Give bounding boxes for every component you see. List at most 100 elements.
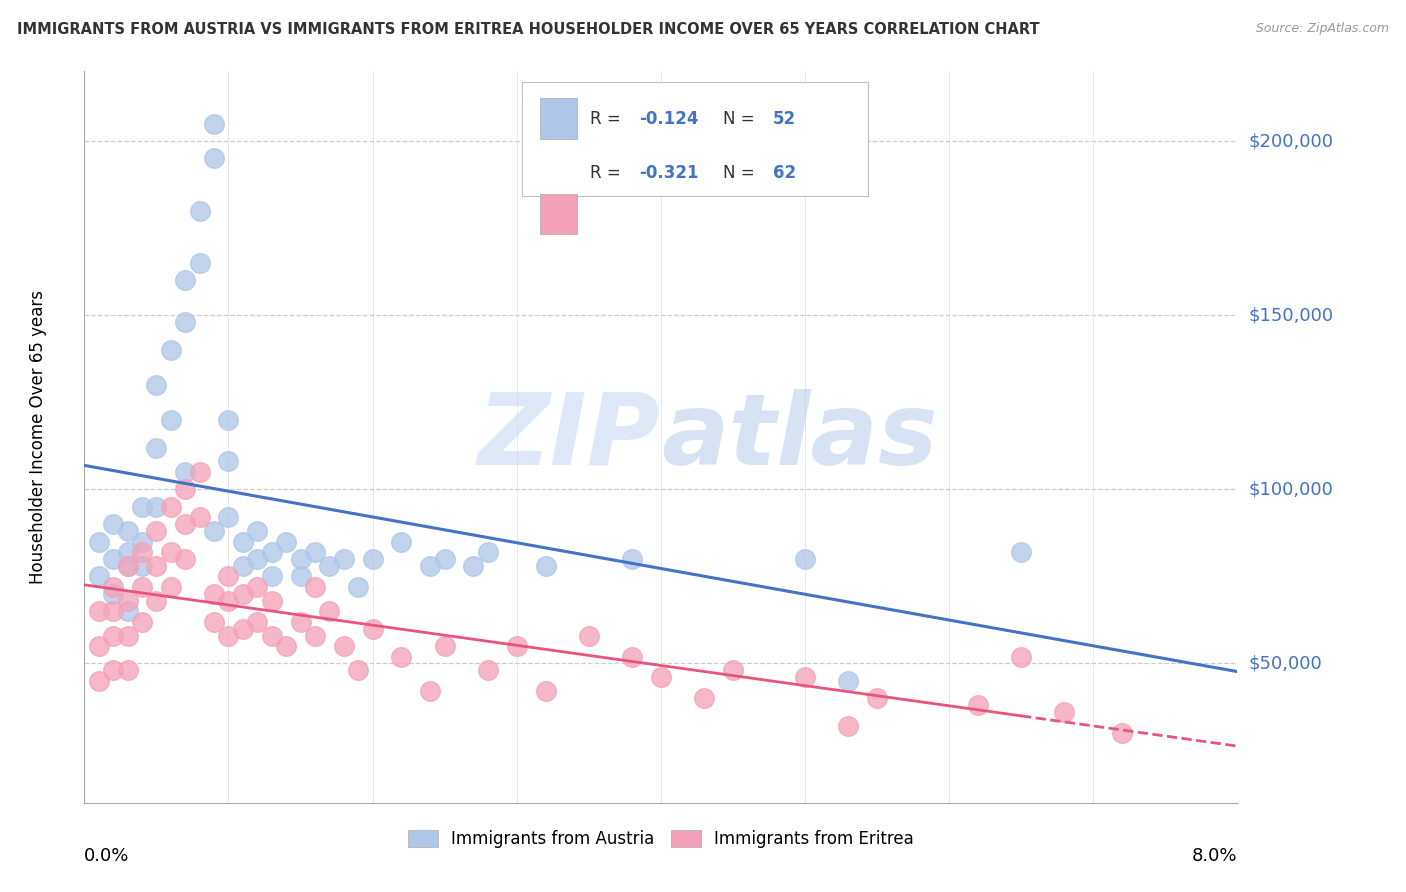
Text: -0.321: -0.321: [638, 164, 699, 182]
Immigrants from Eritrea: [174, 483, 197, 497]
Text: $100,000: $100,000: [1249, 480, 1333, 499]
Immigrants from Eritrea: [87, 673, 110, 688]
Immigrants from Eritrea: [246, 580, 269, 594]
Immigrants from Eritrea: [304, 580, 326, 594]
Text: $50,000: $50,000: [1249, 655, 1322, 673]
Immigrants from Eritrea: [131, 580, 153, 594]
Text: ZIP: ZIP: [478, 389, 661, 485]
Immigrants from Austria: [160, 343, 183, 357]
Immigrants from Eritrea: [721, 664, 744, 678]
Immigrants from Eritrea: [419, 684, 441, 698]
Immigrants from Eritrea: [131, 545, 153, 559]
Immigrants from Eritrea: [347, 664, 370, 678]
Text: 0.0%: 0.0%: [84, 847, 129, 864]
Text: 62: 62: [773, 164, 796, 182]
Immigrants from Eritrea: [1053, 705, 1076, 719]
Immigrants from Austria: [117, 545, 139, 559]
Immigrants from Austria: [534, 558, 557, 573]
Immigrants from Eritrea: [621, 649, 644, 664]
Text: Householder Income Over 65 years: Householder Income Over 65 years: [30, 290, 48, 584]
Immigrants from Austria: [202, 117, 225, 131]
Immigrants from Austria: [131, 558, 153, 573]
Immigrants from Eritrea: [103, 604, 124, 618]
Immigrants from Austria: [276, 534, 298, 549]
Immigrants from Austria: [117, 524, 139, 538]
Immigrants from Austria: [160, 412, 183, 426]
Immigrants from Austria: [103, 552, 124, 566]
Immigrants from Eritrea: [117, 558, 139, 573]
Immigrants from Eritrea: [103, 629, 124, 643]
Immigrants from Austria: [260, 569, 283, 583]
Immigrants from Austria: [218, 510, 240, 524]
Immigrants from Eritrea: [260, 629, 283, 643]
Immigrants from Eritrea: [160, 500, 183, 514]
Immigrants from Eritrea: [202, 615, 225, 629]
Immigrants from Eritrea: [433, 639, 456, 653]
Immigrants from Eritrea: [506, 639, 529, 653]
Text: $150,000: $150,000: [1249, 306, 1333, 324]
Immigrants from Eritrea: [117, 664, 139, 678]
Immigrants from Eritrea: [304, 629, 326, 643]
Immigrants from Eritrea: [174, 552, 197, 566]
Text: -0.124: -0.124: [638, 110, 699, 128]
Immigrants from Eritrea: [1111, 726, 1133, 740]
Text: Source: ZipAtlas.com: Source: ZipAtlas.com: [1256, 22, 1389, 36]
Immigrants from Austria: [260, 545, 283, 559]
Immigrants from Eritrea: [333, 639, 356, 653]
Immigrants from Eritrea: [160, 545, 183, 559]
Immigrants from Austria: [232, 558, 254, 573]
Immigrants from Eritrea: [276, 639, 298, 653]
Immigrants from Austria: [188, 256, 211, 270]
Immigrants from Eritrea: [87, 604, 110, 618]
Immigrants from Eritrea: [218, 629, 240, 643]
Immigrants from Eritrea: [202, 587, 225, 601]
Immigrants from Eritrea: [117, 629, 139, 643]
Immigrants from Austria: [117, 558, 139, 573]
Text: R =: R =: [591, 110, 627, 128]
Immigrants from Austria: [174, 465, 197, 479]
Immigrants from Eritrea: [232, 622, 254, 636]
Immigrants from Austria: [232, 534, 254, 549]
Immigrants from Eritrea: [650, 670, 672, 684]
Immigrants from Eritrea: [318, 604, 340, 618]
Text: IMMIGRANTS FROM AUSTRIA VS IMMIGRANTS FROM ERITREA HOUSEHOLDER INCOME OVER 65 YE: IMMIGRANTS FROM AUSTRIA VS IMMIGRANTS FR…: [17, 22, 1039, 37]
Immigrants from Austria: [621, 552, 644, 566]
Immigrants from Austria: [794, 552, 817, 566]
Immigrants from Austria: [218, 454, 240, 468]
Immigrants from Austria: [477, 545, 499, 559]
Immigrants from Austria: [174, 273, 197, 287]
Immigrants from Eritrea: [145, 524, 167, 538]
Immigrants from Austria: [117, 604, 139, 618]
Immigrants from Eritrea: [145, 594, 167, 608]
Immigrants from Eritrea: [103, 580, 124, 594]
Immigrants from Eritrea: [232, 587, 254, 601]
Immigrants from Eritrea: [246, 615, 269, 629]
Immigrants from Eritrea: [391, 649, 413, 664]
Immigrants from Austria: [463, 558, 485, 573]
Immigrants from Eritrea: [218, 569, 240, 583]
Bar: [540, 194, 576, 234]
Text: $200,000: $200,000: [1249, 132, 1333, 150]
Immigrants from Eritrea: [794, 670, 817, 684]
Text: N =: N =: [723, 164, 761, 182]
Immigrants from Austria: [87, 569, 110, 583]
Immigrants from Austria: [202, 152, 225, 166]
Immigrants from Austria: [131, 500, 153, 514]
Immigrants from Austria: [391, 534, 413, 549]
Immigrants from Eritrea: [218, 594, 240, 608]
Text: N =: N =: [723, 110, 761, 128]
Immigrants from Austria: [290, 569, 312, 583]
Immigrants from Austria: [188, 203, 211, 218]
Immigrants from Austria: [290, 552, 312, 566]
Immigrants from Austria: [433, 552, 456, 566]
Immigrants from Eritrea: [87, 639, 110, 653]
Immigrants from Austria: [318, 558, 340, 573]
Immigrants from Eritrea: [117, 594, 139, 608]
Immigrants from Eritrea: [174, 517, 197, 532]
Immigrants from Austria: [361, 552, 384, 566]
Immigrants from Austria: [218, 412, 240, 426]
Immigrants from Eritrea: [693, 691, 716, 706]
Text: 52: 52: [773, 110, 796, 128]
Immigrants from Eritrea: [1010, 649, 1032, 664]
Immigrants from Austria: [145, 441, 167, 455]
